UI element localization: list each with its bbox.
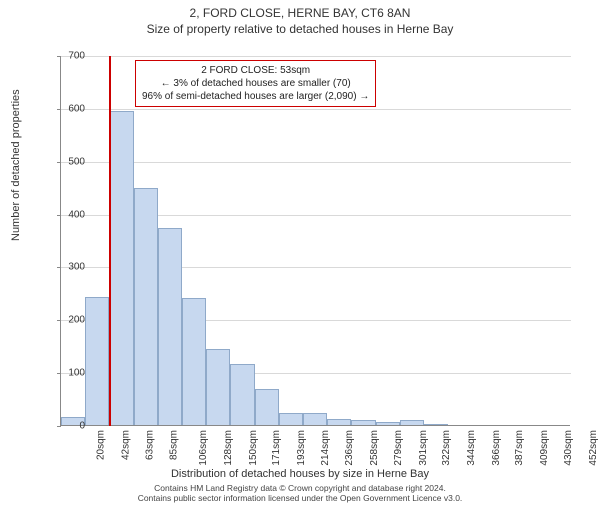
histogram-bar — [279, 413, 303, 425]
xtick-label: 366sqm — [491, 430, 502, 466]
histogram-bar — [134, 188, 158, 425]
info-box: 2 FORD CLOSE: 53sqm ← 3% of detached hou… — [135, 60, 376, 107]
xtick-label: 150sqm — [248, 430, 259, 466]
xtick-label: 322sqm — [441, 430, 452, 466]
chart-area: 2 FORD CLOSE: 53sqm ← 3% of detached hou… — [60, 56, 570, 426]
histogram-bar — [206, 349, 230, 425]
xtick-label: 171sqm — [271, 430, 282, 466]
info-line-2: ← 3% of detached houses are smaller (70) — [142, 77, 369, 90]
ytick-label: 500 — [45, 156, 85, 167]
xtick-label: 193sqm — [296, 430, 307, 466]
x-axis-label: Distribution of detached houses by size … — [0, 468, 600, 480]
chart-title-desc: Size of property relative to detached ho… — [0, 22, 600, 36]
histogram-bar — [182, 298, 206, 425]
footer-line-2: Contains public sector information licen… — [0, 493, 600, 503]
xtick-label: 42sqm — [121, 430, 132, 460]
info-line-3: 96% of semi-detached houses are larger (… — [142, 90, 369, 103]
histogram-bar — [400, 420, 424, 425]
gridline — [61, 162, 571, 163]
info-line-1: 2 FORD CLOSE: 53sqm — [142, 64, 369, 77]
gridline — [61, 56, 571, 57]
xtick-label: 430sqm — [563, 430, 574, 466]
chart-title-address: 2, FORD CLOSE, HERNE BAY, CT6 8AN — [0, 6, 600, 20]
histogram-bar — [327, 419, 351, 425]
histogram-bar — [158, 228, 182, 425]
xtick-label: 214sqm — [320, 430, 331, 466]
xtick-label: 344sqm — [466, 430, 477, 466]
ytick-label: 100 — [45, 368, 85, 379]
xtick-label: 106sqm — [198, 430, 209, 466]
gridline — [61, 109, 571, 110]
y-axis-label: Number of detached properties — [10, 89, 22, 241]
footer-line-1: Contains HM Land Registry data © Crown c… — [0, 483, 600, 493]
ytick-label: 300 — [45, 262, 85, 273]
xtick-label: 128sqm — [223, 430, 234, 466]
xtick-label: 279sqm — [393, 430, 404, 466]
ytick-label: 600 — [45, 103, 85, 114]
histogram-bar — [255, 389, 279, 425]
xtick-label: 20sqm — [96, 430, 107, 460]
xtick-label: 258sqm — [369, 430, 380, 466]
histogram-bar — [303, 413, 327, 425]
plot-region — [60, 56, 570, 426]
ytick-label: 700 — [45, 51, 85, 62]
xtick-label: 301sqm — [418, 430, 429, 466]
histogram-bar — [376, 422, 400, 425]
xtick-label: 387sqm — [515, 430, 526, 466]
xtick-label: 409sqm — [539, 430, 550, 466]
histogram-bar — [230, 364, 254, 425]
xtick-label: 63sqm — [144, 430, 155, 460]
xtick-label: 452sqm — [588, 430, 599, 466]
histogram-bar — [424, 424, 448, 425]
ytick-label: 400 — [45, 209, 85, 220]
xtick-label: 236sqm — [345, 430, 356, 466]
histogram-bar — [109, 111, 133, 426]
marker-line — [109, 56, 111, 426]
histogram-bar — [85, 297, 109, 425]
ytick-label: 0 — [45, 421, 85, 432]
histogram-bar — [351, 420, 375, 425]
ytick-label: 200 — [45, 315, 85, 326]
xtick-label: 85sqm — [169, 430, 180, 460]
